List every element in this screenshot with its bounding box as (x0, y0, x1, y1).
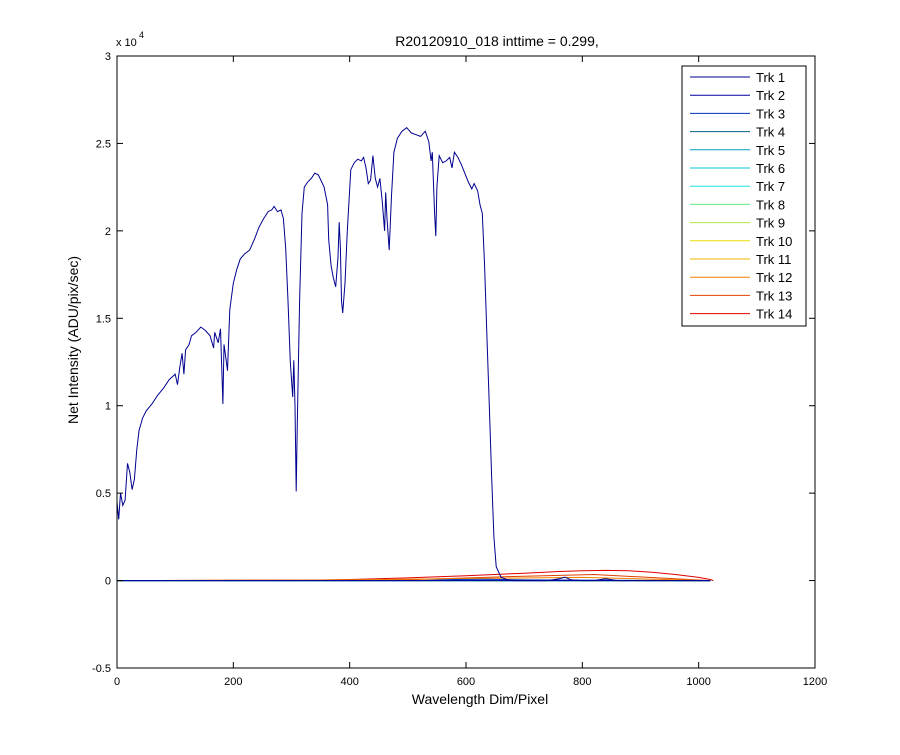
x-tick-label: 600 (457, 676, 475, 688)
series-line-trk-1 (116, 127, 711, 582)
y-tick-label: 0.5 (96, 488, 111, 500)
legend-label: Trk 13 (756, 288, 792, 303)
x-tick-label: 400 (340, 676, 358, 688)
legend-label: Trk 6 (756, 161, 785, 176)
x-tick-label: 0 (114, 676, 120, 688)
y-tick-label: 1.5 (96, 313, 111, 325)
legend-label: Trk 11 (756, 252, 791, 267)
y-tick-label: 3 (105, 51, 111, 63)
axes-layer: 0 200 400 600 800 1000 1200-0.500.511.522.53 (92, 51, 827, 688)
x-tick-label: 1000 (686, 676, 710, 688)
legend-label: Trk 14 (756, 307, 792, 322)
legend-label: Trk 8 (756, 197, 785, 212)
legend-label: Trk 1 (756, 70, 785, 85)
x-tick-label: 200 (224, 676, 242, 688)
legend-label: Trk 4 (756, 125, 785, 140)
x-tick-label: 1200 (803, 676, 827, 688)
y-tick-label: 2.5 (96, 138, 111, 150)
legend-label: Trk 3 (756, 106, 785, 121)
legend-label: Trk 12 (756, 270, 792, 285)
y-exponent-power: 4 (139, 30, 144, 40)
chart-title: R20120910_018 inttime = 0.299, (395, 33, 599, 49)
legend-label: Trk 9 (756, 216, 785, 231)
legend-label: Trk 5 (756, 143, 785, 158)
legend-label: Trk 7 (756, 179, 785, 194)
series-layer (116, 127, 714, 582)
y-tick-label: 2 (105, 226, 111, 238)
legend-label: Trk 10 (756, 234, 792, 249)
y-exponent-base: x 10 (116, 37, 137, 49)
x-tick-label: 800 (573, 676, 591, 688)
x-axis-label: Wavelength Dim/Pixel (412, 691, 548, 707)
legend-label: Trk 2 (756, 88, 785, 103)
y-tick-label: 0 (105, 576, 111, 588)
y-axis-label: Net Intensity (ADU/pix/sec) (65, 256, 81, 424)
y-tick-label: 1 (105, 401, 111, 413)
y-tick-label: -0.5 (92, 663, 111, 675)
legend: Trk 1 Trk 2 Trk 3 Trk 4 Trk 5 Trk 6 Trk 7 Trk 8… (681, 65, 807, 327)
legend-box (681, 65, 807, 327)
